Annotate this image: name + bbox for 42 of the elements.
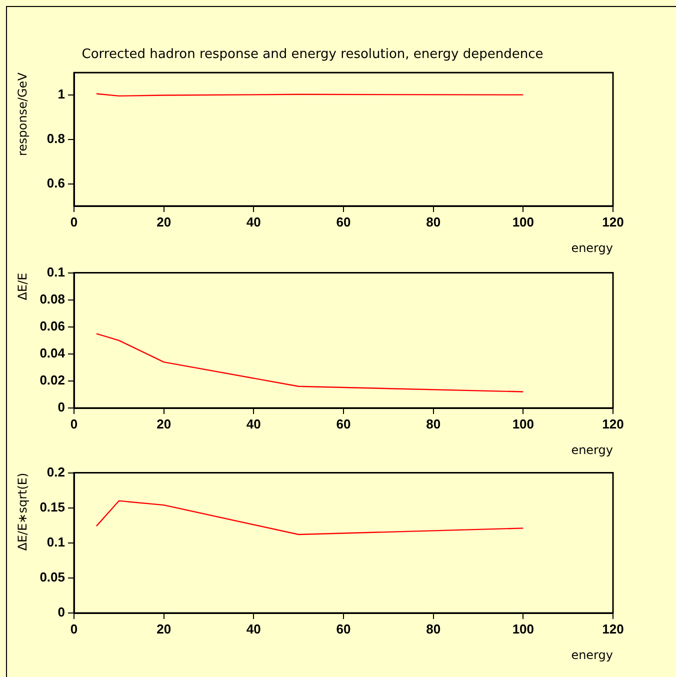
- x-tick-label: 80: [426, 214, 441, 230]
- x-tick-label: 20: [156, 621, 172, 636]
- x-tick-label: 120: [602, 214, 624, 230]
- x-tick-label: 60: [336, 416, 351, 432]
- x-tick-label: 60: [336, 214, 351, 230]
- x-tick-label: 0: [70, 621, 78, 636]
- y-tick-label: 1: [58, 86, 65, 102]
- y-tick-label: 0.15: [40, 499, 65, 514]
- chart-title: Corrected hadron response and energy resolution, energy dependence: [82, 47, 544, 62]
- x-tick-label: 100: [512, 214, 534, 230]
- y-axis-title: ΔE/E: [15, 272, 30, 300]
- x-tick-label: 100: [512, 621, 534, 636]
- x-tick-label: 40: [246, 214, 261, 230]
- y-tick-label: 0.02: [40, 372, 65, 388]
- x-tick-label: 20: [156, 214, 172, 230]
- x-tick-label: 120: [602, 621, 624, 636]
- x-axis-title: energy: [571, 442, 613, 457]
- x-tick-label: 80: [426, 416, 441, 432]
- x-tick-label: 120: [602, 416, 624, 432]
- x-tick-label: 40: [246, 416, 261, 432]
- y-axis-title: ΔE/E∗sqrt(E): [15, 472, 30, 551]
- y-tick-label: 0.1: [46, 264, 65, 280]
- x-tick-label: 0: [70, 214, 78, 230]
- y-tick-label: 0.1: [46, 534, 65, 550]
- x-axis-title: energy: [571, 648, 613, 662]
- y-tick-label: 0.04: [40, 346, 66, 360]
- y-tick-label: 0: [58, 604, 65, 620]
- y-axis-title: response/GeV: [15, 72, 30, 156]
- y-tick-label: 0.6: [46, 175, 65, 190]
- y-tick-label: 0: [58, 400, 65, 415]
- y-tick-label: 0.05: [40, 570, 65, 585]
- x-tick-label: 0: [70, 416, 78, 432]
- x-tick-label: 80: [426, 621, 441, 636]
- x-tick-label: 40: [246, 621, 261, 636]
- y-tick-label: 0.8: [46, 130, 65, 146]
- x-tick-label: 60: [336, 621, 351, 636]
- y-tick-label: 0.08: [40, 291, 65, 306]
- x-tick-label: 20: [156, 416, 172, 432]
- y-tick-label: 0.06: [40, 318, 65, 334]
- x-tick-label: 100: [512, 416, 534, 432]
- x-axis-title: energy: [571, 240, 613, 255]
- y-tick-label: 0.2: [46, 464, 65, 480]
